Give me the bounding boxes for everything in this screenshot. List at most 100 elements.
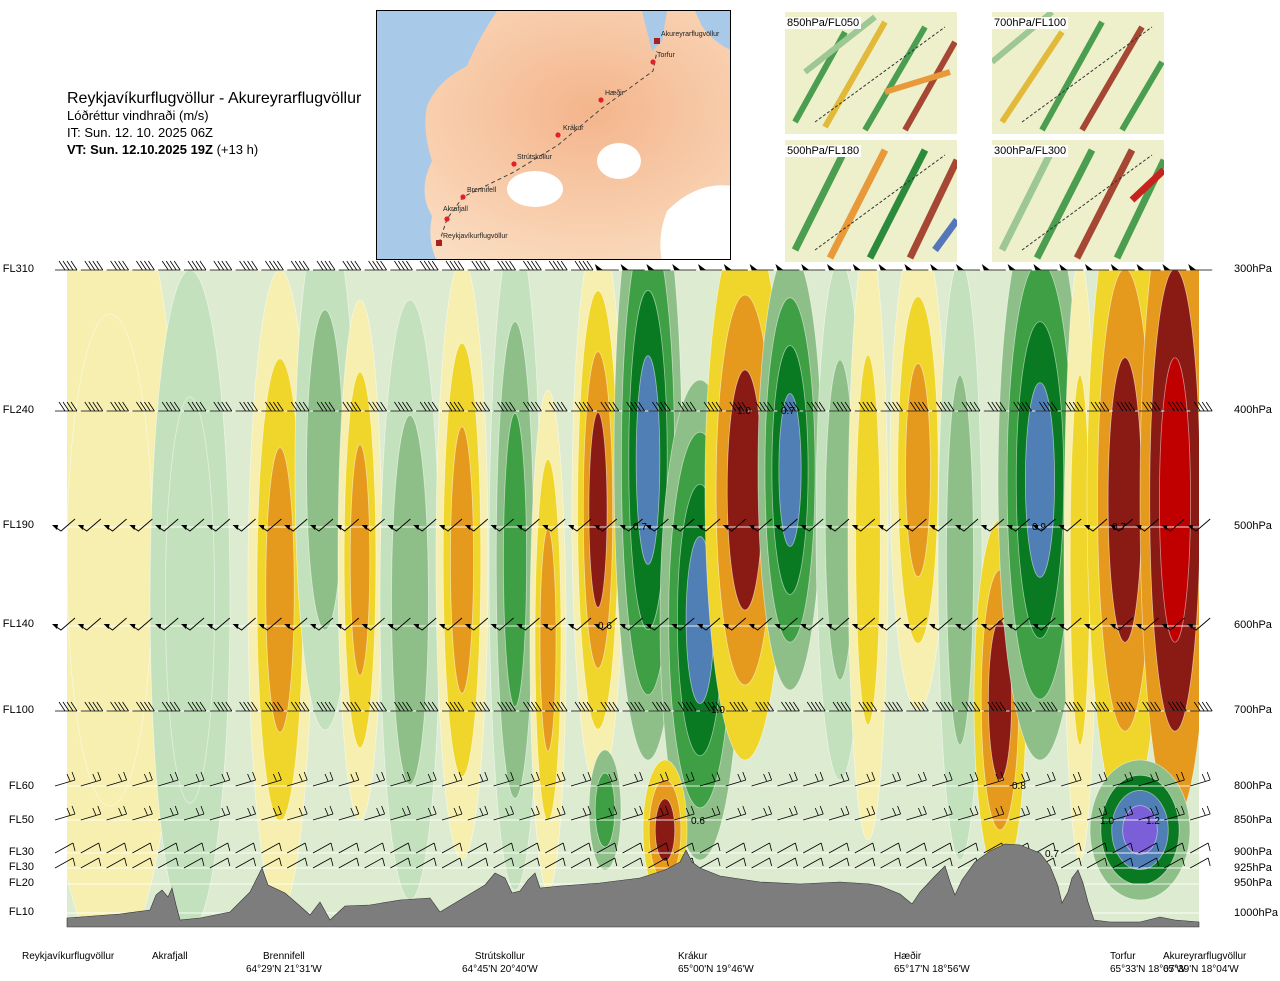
- wind-barb: [54, 857, 76, 869]
- wind-barb: [697, 518, 721, 532]
- wind-barb: [441, 857, 463, 869]
- wind-barb: [828, 857, 850, 869]
- wind-barb: [906, 857, 927, 869]
- wind-barb: [1187, 518, 1211, 532]
- wind-barb: [158, 260, 181, 271]
- wind-barb: [284, 518, 308, 532]
- wind-barb: [519, 771, 540, 787]
- wind-barb: [722, 518, 747, 532]
- thumbnail-500[interactable]: 500hPa/FL180: [785, 140, 957, 262]
- wind-barb: [983, 805, 1005, 821]
- fl-label: FL60: [8, 780, 34, 792]
- wind-barb: [209, 805, 231, 821]
- wind-barb: [52, 518, 76, 532]
- wind-barb: [828, 842, 850, 854]
- hpa-label: 600hPa: [1234, 619, 1272, 631]
- wind-barb: [622, 701, 645, 712]
- wind-barb: [1164, 771, 1185, 787]
- hpa-label: 1000hPa: [1234, 907, 1279, 919]
- glacier-hofsjokull: [597, 143, 641, 179]
- wind-barb: [854, 771, 876, 787]
- valid-offset: (+13 h): [216, 142, 259, 157]
- wind-barb: [235, 701, 258, 712]
- wind-barb: [103, 617, 127, 631]
- extremum-label: 0.7: [633, 522, 647, 533]
- wind-barb: [725, 771, 747, 787]
- wind-barb: [183, 857, 205, 869]
- wind-barb: [1009, 401, 1032, 412]
- wind-barb: [545, 805, 566, 821]
- wind-barb: [364, 771, 385, 787]
- thumbnail-300[interactable]: 300hPa/FL300: [992, 140, 1164, 262]
- wind-barb: [52, 617, 76, 631]
- wind-barb: [620, 264, 645, 271]
- wind-barb: [80, 771, 102, 787]
- wind-barb: [519, 842, 540, 854]
- wind-barb: [571, 260, 594, 271]
- wind-barb: [54, 842, 76, 854]
- wind-barb: [287, 857, 308, 869]
- band-downward-11: [1089, 759, 1191, 901]
- wind-barb: [674, 842, 695, 854]
- extremum-label: 0.8: [1012, 781, 1026, 792]
- wind-barb: [467, 771, 489, 787]
- wind-barb: [751, 701, 774, 712]
- wind-barb: [751, 805, 772, 821]
- location-krakur: Krákur 65°00'N 19°46'W: [678, 951, 754, 975]
- wind-barb: [364, 401, 387, 412]
- wind-barb: [674, 401, 697, 412]
- wind-barb: [1110, 264, 1135, 271]
- wind-barb: [646, 264, 671, 271]
- wind-barb: [932, 701, 955, 712]
- wind-barb: [338, 857, 360, 869]
- wind-barb: [338, 401, 362, 412]
- wind-barb: [648, 842, 669, 854]
- map-label-haedir: Hæðir: [605, 89, 625, 97]
- wind-barb: [568, 617, 592, 631]
- wind-barb: [361, 518, 385, 532]
- wind-barb: [1086, 805, 1108, 821]
- wind-barb: [1061, 857, 1082, 869]
- map-label-reykjavik: Reykjavíkurflugvöllur: [443, 233, 508, 240]
- wind-barb: [880, 805, 901, 821]
- map-point-akureyri: [654, 38, 660, 44]
- route-line: [438, 50, 658, 244]
- wind-barb: [671, 518, 695, 532]
- wind-barb: [106, 771, 127, 787]
- wind-barb: [774, 617, 798, 631]
- wind-barb: [930, 264, 955, 271]
- wind-barb: [648, 771, 669, 787]
- wind-barb: [364, 842, 385, 854]
- wind-barb: [777, 857, 798, 869]
- wind-barb: [983, 401, 1007, 412]
- wind-barb: [956, 264, 980, 271]
- wind-barb: [596, 771, 618, 787]
- wind-barb: [648, 805, 669, 821]
- wind-barb: [439, 518, 463, 532]
- thumbnail-850[interactable]: 850hPa/FL050: [785, 12, 957, 134]
- wind-barb: [648, 701, 671, 712]
- wind-barb: [1190, 771, 1211, 787]
- location-akureyri: Akureyrarflugvöllur 65°39'N 18°04'W: [1163, 951, 1247, 975]
- wind-barb: [751, 842, 772, 854]
- wind-barb: [958, 401, 981, 412]
- wind-barb: [80, 701, 104, 712]
- wind-barb: [310, 617, 334, 631]
- wind-barb: [932, 771, 953, 787]
- wind-barb: [519, 805, 540, 821]
- wind-barb: [493, 805, 514, 821]
- band-upward-13: [1139, 270, 1199, 821]
- wind-barb: [493, 401, 516, 412]
- location-haedir: Hæðir 65°17'N 18°56'W: [894, 951, 970, 975]
- map-label-strutskollur: Strútskollur: [517, 154, 553, 161]
- map-label-torfur: Torfur: [657, 52, 676, 59]
- wind-barb: [338, 842, 360, 854]
- thumbnail-700[interactable]: 700hPa/FL100: [992, 12, 1164, 134]
- wind-barb: [493, 260, 516, 271]
- wind-barb: [1061, 805, 1082, 821]
- wind-barb: [1033, 264, 1058, 271]
- wind-barb: [1138, 771, 1159, 787]
- wind-barb: [622, 857, 643, 869]
- wind-barb: [235, 771, 256, 787]
